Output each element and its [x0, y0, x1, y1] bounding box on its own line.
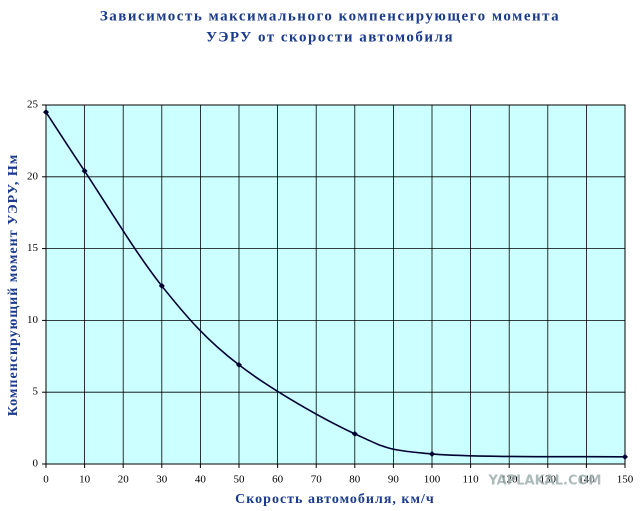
y-tick-label: 0: [33, 458, 39, 470]
x-tick-label: 20: [118, 474, 130, 486]
y-tick-label: 5: [33, 386, 39, 398]
x-tick-label: 140: [578, 474, 595, 486]
x-tick-label: 30: [156, 474, 168, 486]
marker: [351, 430, 358, 437]
x-tick-label: 10: [79, 474, 91, 486]
line: [45, 111, 626, 458]
plot-area: [45, 104, 626, 465]
chart-title: УЭРУ от скорости автомобиля: [206, 29, 454, 45]
x-tick-label: 150: [617, 474, 634, 486]
x-axis-label: Скорость автомобиля, км/ч: [235, 492, 435, 507]
chart-title: Зависимость максимального компенсирующег…: [100, 8, 560, 24]
x-tick-label: 60: [272, 474, 284, 486]
x-tick-label: 50: [234, 474, 246, 486]
marker: [81, 168, 88, 175]
watermark: YAPLAKAL.COM: [488, 474, 602, 489]
x-tick-label: 110: [463, 474, 480, 486]
y-tick-label: 15: [27, 242, 39, 254]
x-tick-label: 100: [424, 474, 441, 486]
y-axis-label: Компенсирующий момент УЭРУ, Нм: [6, 154, 21, 417]
y-tick-label: 10: [27, 314, 39, 326]
marker: [429, 450, 435, 457]
x-tick-label: 90: [388, 474, 400, 486]
x-tick-label: 40: [195, 474, 207, 486]
x-tick-label: 80: [349, 474, 361, 486]
y-tick-label: 20: [27, 170, 39, 182]
marker: [622, 453, 628, 460]
x-tick-label: 120: [501, 474, 518, 486]
marker: [158, 282, 165, 289]
y-tick-label: 25: [27, 99, 39, 111]
x-tick-label: 130: [540, 474, 557, 486]
x-tick-label: 0: [43, 474, 49, 486]
marker: [43, 109, 49, 116]
marker: [236, 361, 242, 368]
x-tick-label: 70: [311, 474, 323, 486]
